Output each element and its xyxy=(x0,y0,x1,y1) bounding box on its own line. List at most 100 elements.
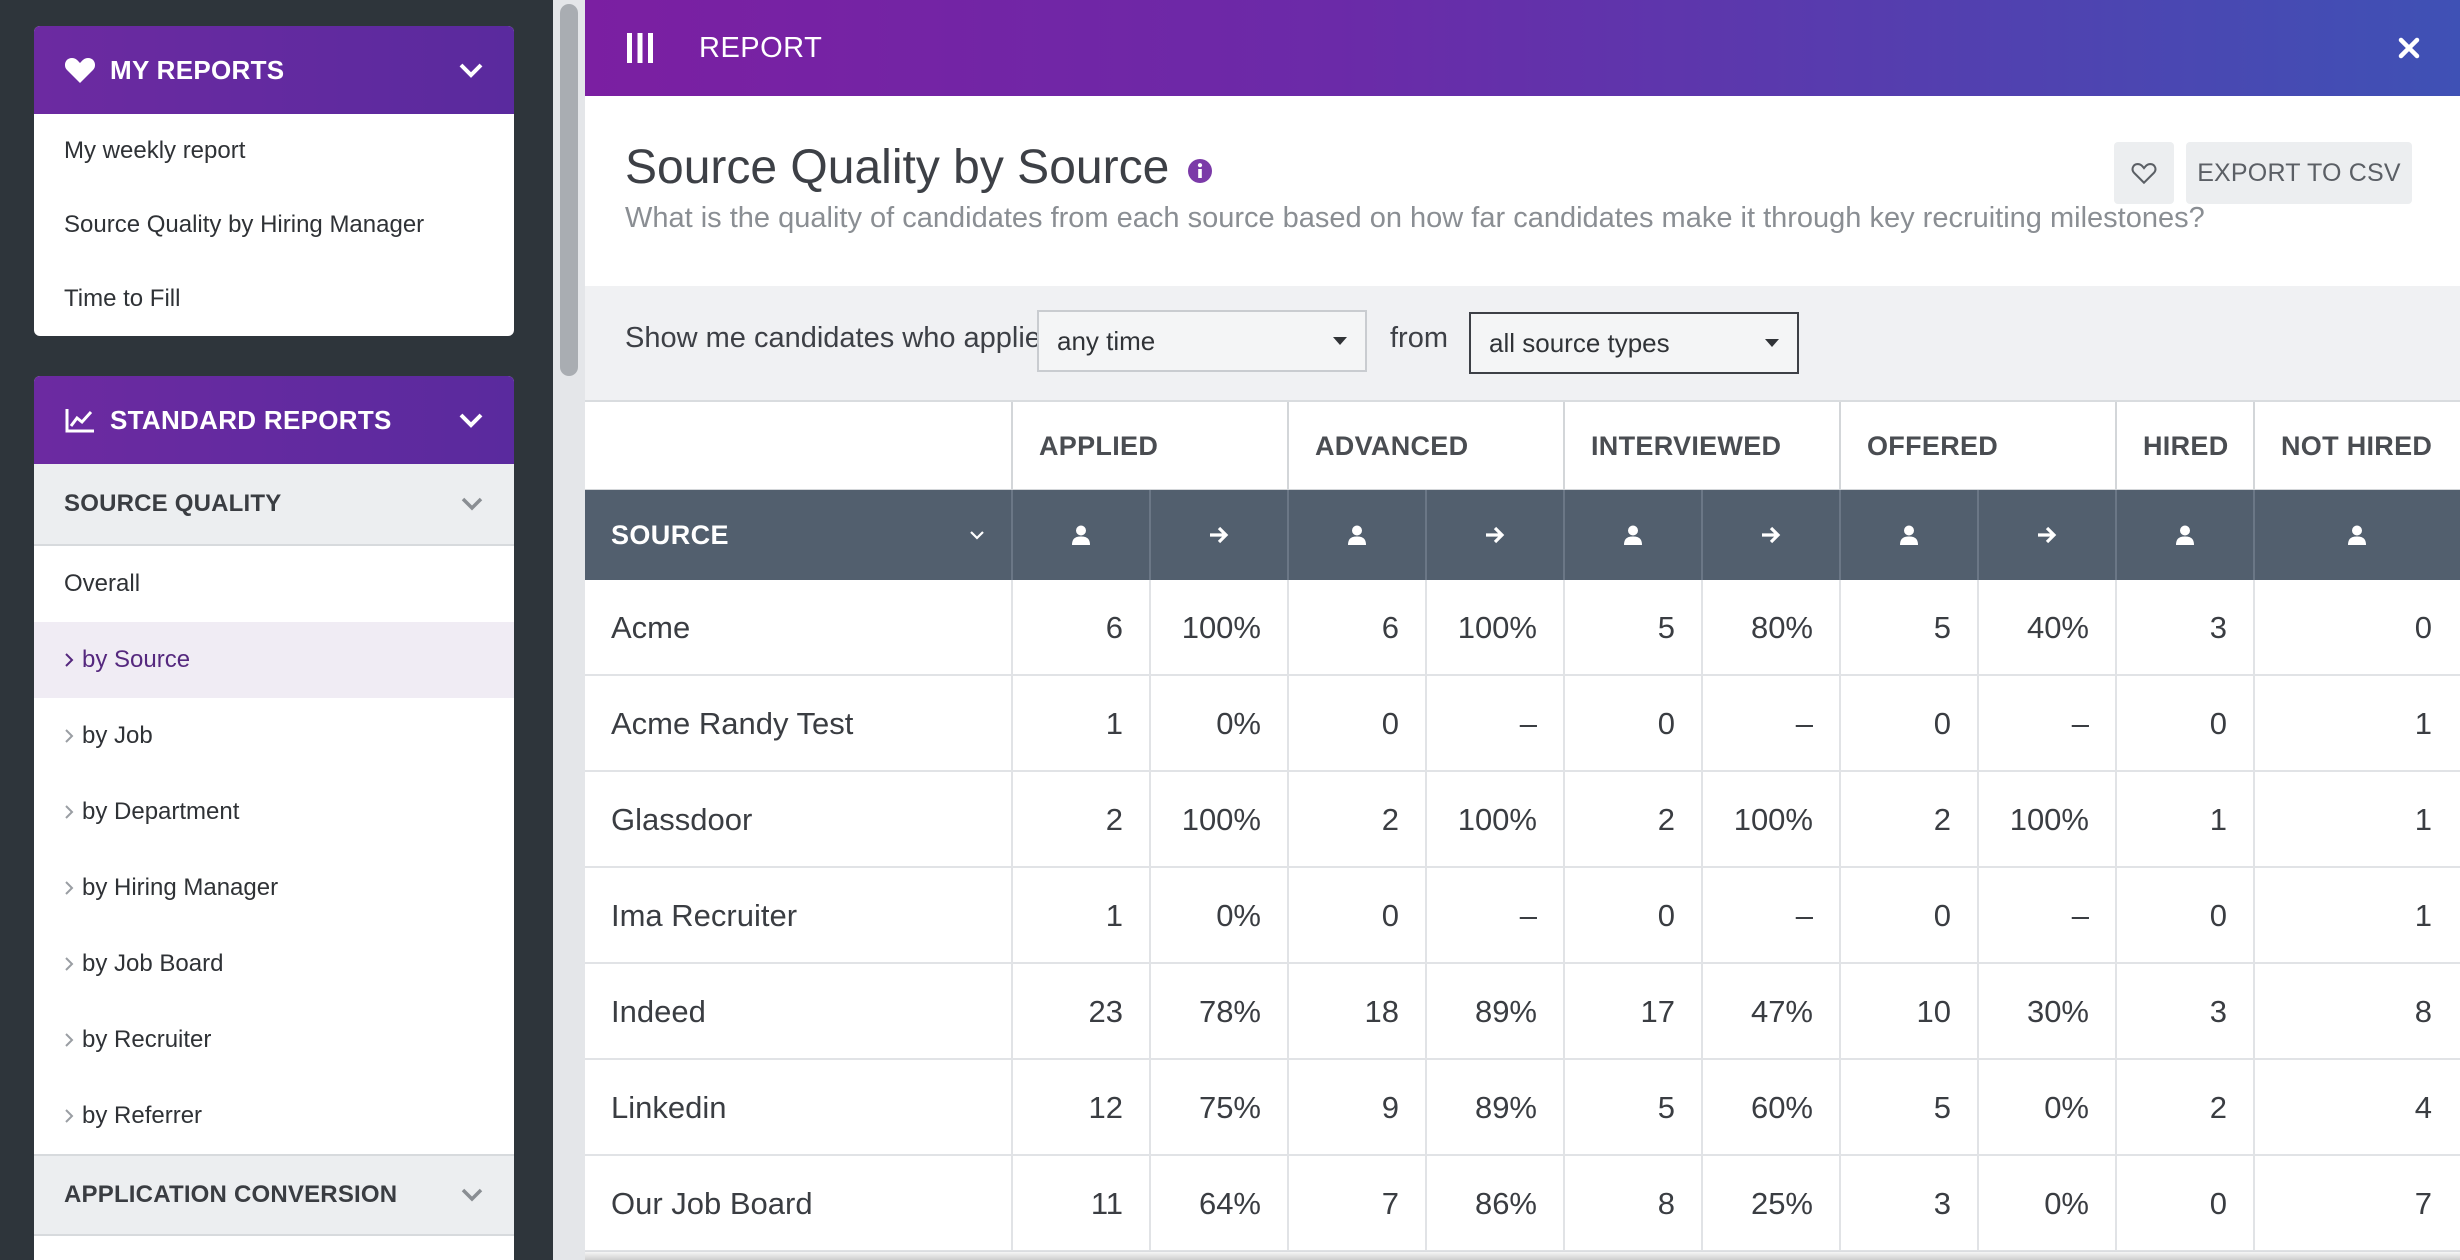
table-cell: 0 xyxy=(1839,868,1977,964)
sidebar-item-label: by Recruiter xyxy=(82,1026,212,1053)
table-cell: 23 xyxy=(1011,964,1149,1060)
favorite-button[interactable] xyxy=(2114,142,2174,204)
columns-menu-icon[interactable] xyxy=(625,31,655,65)
table-cell: 0 xyxy=(1839,676,1977,772)
source-name-cell: Linkedin xyxy=(611,1090,727,1125)
table-row[interactable]: Linkedin 12 75% 9 89% 5 60% 5 0% 2 4 xyxy=(585,1060,2460,1156)
table-row[interactable]: Ima Recruiter 1 0% 0–0–0–0 1 xyxy=(585,868,2460,964)
table-cell: 80% xyxy=(1701,580,1839,676)
table-cell: – xyxy=(1977,676,2115,772)
table-row[interactable]: Our Job Board 11 64% 7 86% 8 25% 3 0% 0 7 xyxy=(585,1156,2460,1252)
table-row[interactable]: Indeed 23 78% 18 89% 17 47% 10 30% 3 8 xyxy=(585,964,2460,1060)
source-name-cell: Acme Randy Test xyxy=(611,706,854,741)
standard-reports-header[interactable]: STANDARD REPORTS xyxy=(34,376,514,464)
table-cell: 89% xyxy=(1425,1060,1563,1156)
table-cell: 12 xyxy=(1011,1060,1149,1156)
chevron-right-icon xyxy=(65,881,74,895)
count-column-header[interactable] xyxy=(1563,490,1701,580)
table-cell: 0% xyxy=(1149,868,1287,964)
source-quality-section[interactable]: SOURCE QUALITY xyxy=(34,464,514,546)
source-type-select[interactable]: all source types xyxy=(1469,312,1799,374)
sidebar-scrollbar[interactable] xyxy=(553,0,585,1260)
table-cell: 0 xyxy=(2115,868,2253,964)
count-column-header[interactable] xyxy=(2253,490,2458,580)
sidebar-item-by-source[interactable]: by Source xyxy=(34,622,514,698)
sidebar-item-label: by Department xyxy=(82,798,240,825)
table-cell: 10 xyxy=(1839,964,1977,1060)
table-cell: 100% xyxy=(1425,580,1563,676)
sidebar-item-label: by Job Board xyxy=(82,950,224,977)
table-row[interactable]: Acme 6 100% 6 100% 5 80% 5 40% 3 0 xyxy=(585,580,2460,676)
my-report-link[interactable]: Time to Fill xyxy=(64,285,181,312)
table-cell: 1 xyxy=(1011,868,1149,964)
info-icon[interactable] xyxy=(1187,158,1213,184)
my-report-link[interactable]: My weekly report xyxy=(64,137,246,164)
table-cell: 100% xyxy=(1425,772,1563,868)
milestone-header-offered: OFFERED xyxy=(1839,402,2115,490)
application-conversion-section[interactable]: APPLICATION CONVERSION xyxy=(34,1154,514,1236)
filter-bar: Show me candidates who applied any time … xyxy=(585,286,2460,402)
heart-outline-icon xyxy=(2131,163,2157,185)
table-cell: 6 xyxy=(1011,580,1149,676)
conversion-column-header[interactable] xyxy=(1149,490,1287,580)
count-column-header[interactable] xyxy=(1839,490,1977,580)
page-title-text: Source Quality by Source xyxy=(625,141,1170,194)
conversion-column-header[interactable] xyxy=(1701,490,1839,580)
export-csv-button[interactable]: EXPORT TO CSV xyxy=(2186,142,2412,204)
chevron-down-icon[interactable] xyxy=(458,411,484,429)
chevron-right-icon xyxy=(65,1109,74,1123)
table-cell: 86% xyxy=(1425,1156,1563,1252)
table-cell: 100% xyxy=(1149,580,1287,676)
table-cell: 5 xyxy=(1563,580,1701,676)
table-cell: 5 xyxy=(1563,1060,1701,1156)
person-icon xyxy=(1348,525,1366,545)
count-column-header[interactable] xyxy=(2115,490,2253,580)
close-icon[interactable] xyxy=(2398,37,2420,59)
scroll-shadow xyxy=(585,1250,2460,1260)
application-conversion-title: APPLICATION CONVERSION xyxy=(64,1181,398,1208)
sidebar-item-by-hiring-manager[interactable]: by Hiring Manager xyxy=(34,850,514,926)
arrow-right-icon xyxy=(1210,526,1229,544)
sidebar-item-by-recruiter[interactable]: by Recruiter xyxy=(34,1002,514,1078)
conversion-column-header[interactable] xyxy=(1977,490,2115,580)
table-cell: 40% xyxy=(1977,580,2115,676)
my-reports-header[interactable]: MY REPORTS xyxy=(34,26,514,114)
sidebar-item-by-department[interactable]: by Department xyxy=(34,774,514,850)
table-cell: 0 xyxy=(1287,676,1425,772)
sidebar-item-by-referrer[interactable]: by Referrer xyxy=(34,1078,514,1154)
milestone-header-applied: APPLIED xyxy=(1011,402,1287,490)
chevron-right-icon xyxy=(65,1033,74,1047)
table-cell: 2 xyxy=(1011,772,1149,868)
sidebar-item-by-job-board[interactable]: by Job Board xyxy=(34,926,514,1002)
table-row[interactable]: Acme Randy Test 1 0% 0–0–0–0 1 xyxy=(585,676,2460,772)
table-cell: – xyxy=(1425,868,1563,964)
milestone-header-row: APPLIED ADVANCED INTERVIEWED OFFERED HIRED NO… xyxy=(585,402,2460,490)
caret-down-icon xyxy=(1765,339,1779,347)
source-name-cell: Indeed xyxy=(611,994,706,1029)
report-panel: REPORT Source Quality by Source What is … xyxy=(585,0,2460,1260)
sidebar-item-by-job[interactable]: by Job xyxy=(34,698,514,774)
table-cell: 78% xyxy=(1149,964,1287,1060)
conversion-column-header[interactable] xyxy=(1425,490,1563,580)
sidebar-item-label: by Job xyxy=(82,722,153,749)
table-cell: 64% xyxy=(1149,1156,1287,1252)
source-name-cell: Acme xyxy=(611,610,691,645)
table-cell: 8 xyxy=(1563,1156,1701,1252)
count-column-header[interactable] xyxy=(1011,490,1149,580)
table-cell: 1 xyxy=(2253,868,2458,964)
standard-reports-panel: STANDARD REPORTS SOURCE QUALITY Overall b… xyxy=(34,376,514,1260)
table-cell: 0% xyxy=(1149,676,1287,772)
arrow-right-icon xyxy=(1762,526,1781,544)
chevron-down-icon xyxy=(970,531,984,540)
count-column-header[interactable] xyxy=(1287,490,1425,580)
scrollbar-thumb[interactable] xyxy=(560,4,578,376)
source-column-header[interactable]: SOURCE xyxy=(585,490,1011,580)
table-cell: 100% xyxy=(1977,772,2115,868)
my-report-link[interactable]: Source Quality by Hiring Manager xyxy=(64,211,425,238)
table-row[interactable]: Glassdoor 2 100% 2 100% 2 100% 2 100% 1 1 xyxy=(585,772,2460,868)
table-cell: 1 xyxy=(2253,772,2458,868)
time-range-select[interactable]: any time xyxy=(1037,310,1367,372)
sidebar-item-overall[interactable]: Overall xyxy=(34,546,514,622)
chevron-down-icon[interactable] xyxy=(458,61,484,79)
sidebar-item-label: by Source xyxy=(82,646,191,673)
